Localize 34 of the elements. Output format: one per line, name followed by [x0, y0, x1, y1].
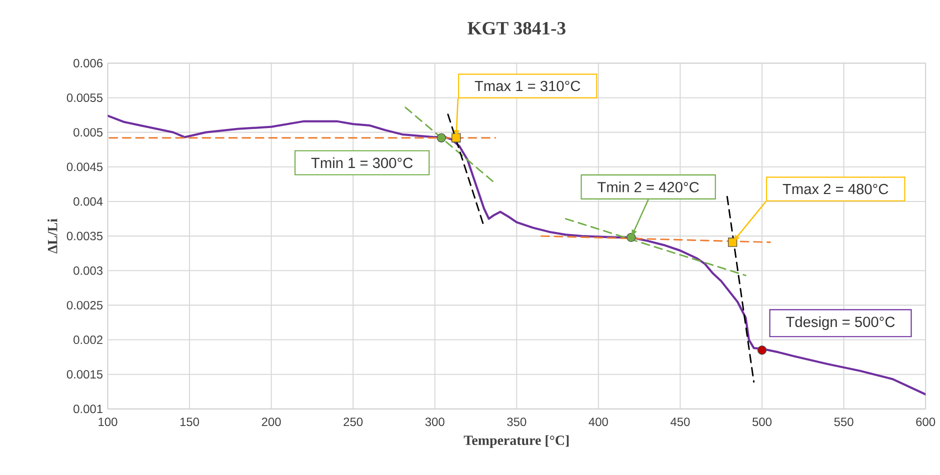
y-tick-label: 0.005 — [74, 128, 103, 137]
y-tick-label: 0.003 — [74, 266, 103, 275]
x-tick-label: 500 — [752, 418, 772, 426]
point — [728, 238, 738, 247]
x-tick-label: 450 — [670, 418, 690, 426]
y-tick-label: 0.001 — [74, 404, 102, 414]
x-tick-label: 200 — [262, 418, 281, 426]
annotation: Tmin 1 = 300°C — [311, 158, 413, 168]
x-tick-label: 150 — [180, 418, 200, 426]
y-tick-label: 0.004 — [74, 197, 103, 206]
y-tick-label: 0.002 — [74, 336, 102, 344]
x-tick-label: 300 — [425, 418, 444, 426]
y-tick-label: 0.0015 — [66, 370, 103, 379]
annotation: Tmax 1 = 310°C — [474, 80, 580, 92]
y-axis-title: ΔL/Li — [47, 218, 58, 254]
x-axis-title: Temperature [°C] — [464, 435, 569, 448]
y-tick-label: 0.0055 — [66, 94, 103, 102]
x-tick-label: 550 — [834, 418, 854, 426]
x-tick-label: 100 — [98, 418, 118, 426]
x-tick-label: 600 — [916, 418, 936, 426]
x-tick-label: 400 — [588, 418, 608, 426]
chart-title: KGT 3841-3 — [468, 22, 566, 35]
x-tick-label: 250 — [344, 418, 363, 426]
point — [452, 133, 461, 143]
x-tick-label: 350 — [507, 418, 526, 426]
annotation: Tdesign = 500°C — [786, 316, 895, 330]
y-tick-label: 0.0045 — [66, 162, 103, 172]
point — [436, 133, 446, 143]
point — [757, 346, 767, 355]
y-tick-label: 0.006 — [74, 59, 103, 68]
annotation: Tmin 2 = 420°C — [598, 182, 699, 192]
annotation: Tmax 2 = 480°C — [782, 184, 888, 194]
y-tick-label: 0.0025 — [66, 301, 103, 310]
y-tick-label: 0.0035 — [66, 232, 103, 240]
